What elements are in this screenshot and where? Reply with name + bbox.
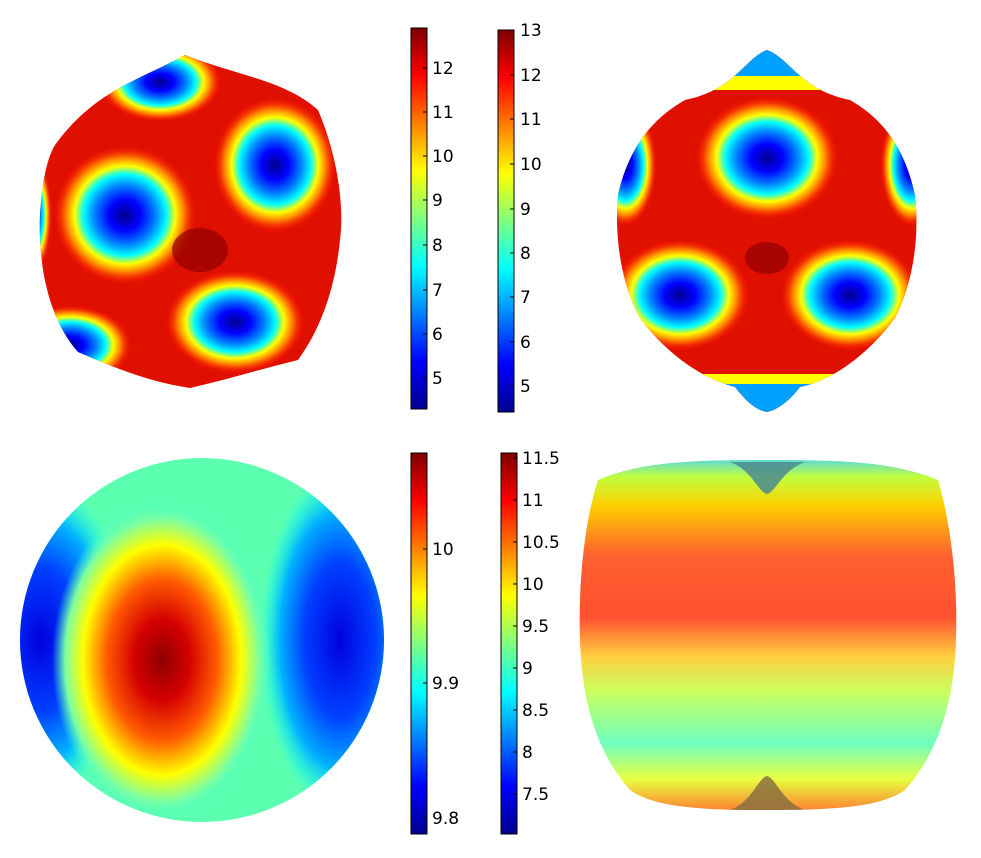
colorbar-tick-label: 6	[432, 325, 443, 345]
colorbar-tick-label: 5	[432, 369, 443, 389]
colorbar-tick-label: 10	[520, 155, 542, 175]
panel-deformed-sphere-right	[616, 50, 917, 412]
colorbar-tick-label: 11	[520, 110, 542, 130]
colorbar-tick-label: 7.5	[522, 785, 549, 805]
colorbar-tick-label: 7	[432, 281, 443, 301]
colorbar-tick-label: 11.5	[522, 449, 560, 469]
colorbar-tick-label: 6	[520, 333, 531, 353]
colorbar-tick-label: 8	[520, 244, 531, 264]
colorbar-tick-label: 11	[432, 103, 454, 123]
colorbar-tick-label: 5	[520, 377, 531, 397]
colorbar-tick-label: 10	[432, 147, 454, 167]
colorbar-tick-label: 9	[520, 200, 531, 220]
panel-sphere-blob	[20, 458, 384, 822]
colorbar-tick-label: 9.8	[432, 809, 459, 829]
colorbar-2: 13 12 11 10 9 8 7 6 5	[497, 21, 542, 413]
colorbar-tick-label: 12	[520, 66, 542, 86]
colorbar-tick-label: 7	[520, 288, 531, 308]
colorbar-tick-label: 8	[522, 743, 533, 763]
colorbar-tick-label: 11	[522, 491, 544, 511]
colorbar-tick-label: 10	[432, 540, 454, 560]
colorbar-tick-label: 9	[432, 191, 443, 211]
colorbar-tick-label: 8.5	[522, 701, 549, 721]
colorbar-1: 12 11 10 9 8 7 6 5	[410, 27, 454, 410]
colorbar-4: 11.5 11 10.5 10 9.5 9 8.5 8 7.5	[500, 449, 560, 835]
colorbar-tick-label: 9.9	[432, 674, 459, 694]
colorbar-tick-label: 9	[522, 659, 533, 679]
panel-deformed-sphere-left	[39, 55, 342, 388]
colorbar-tick-label: 8	[432, 236, 443, 256]
panel-sphere-bands	[579, 460, 957, 810]
colorbar-tick-label: 10.5	[522, 533, 560, 553]
colorbar-tick-label: 12	[432, 59, 454, 79]
colorbar-tick-label: 9.5	[522, 617, 549, 637]
colorbar-3: 10 9.9 9.8	[410, 452, 459, 835]
colorbar-tick-label: 13	[520, 21, 542, 41]
colorbar-tick-label: 10	[522, 575, 544, 595]
